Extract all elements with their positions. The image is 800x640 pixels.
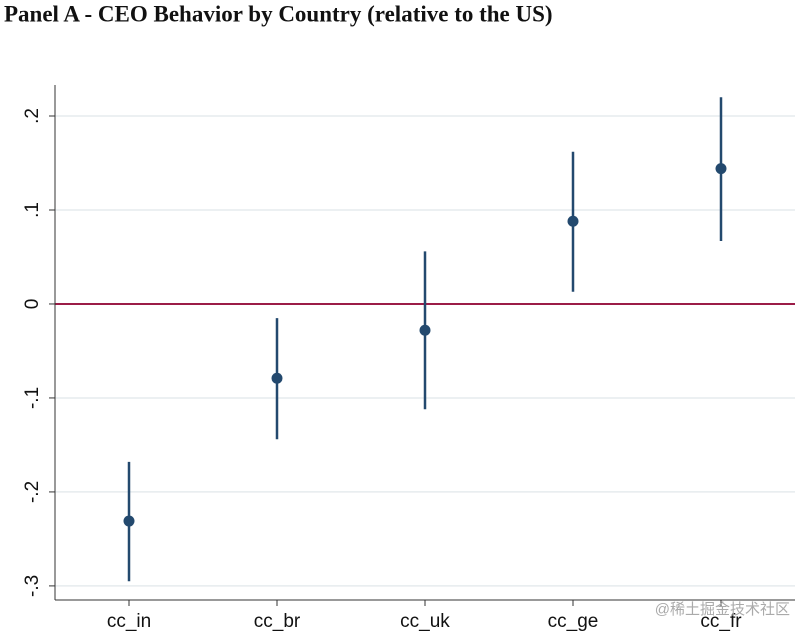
x-tick-label: cc_br	[254, 611, 301, 632]
watermark: @稀土掘金技术社区	[655, 601, 790, 618]
y-tick-label: .2	[22, 108, 43, 124]
y-tick-label: -.1	[22, 387, 43, 409]
y-tick-label: .1	[22, 202, 43, 218]
y-tick-label: -.3	[22, 575, 43, 597]
x-tick-label: cc_in	[107, 611, 151, 632]
y-tick-label: 0	[22, 299, 43, 310]
point	[419, 324, 431, 336]
point	[567, 215, 579, 227]
x-tick-label: cc_uk	[400, 611, 450, 632]
y-tick-label: -.2	[22, 481, 43, 503]
point	[715, 163, 727, 175]
x-tick-label: cc_fr	[700, 611, 742, 632]
x-tick-label: cc_ge	[548, 611, 599, 632]
point	[271, 372, 283, 384]
point	[123, 515, 135, 527]
chart-title: Panel A - CEO Behavior by Country (relat…	[4, 1, 553, 26]
